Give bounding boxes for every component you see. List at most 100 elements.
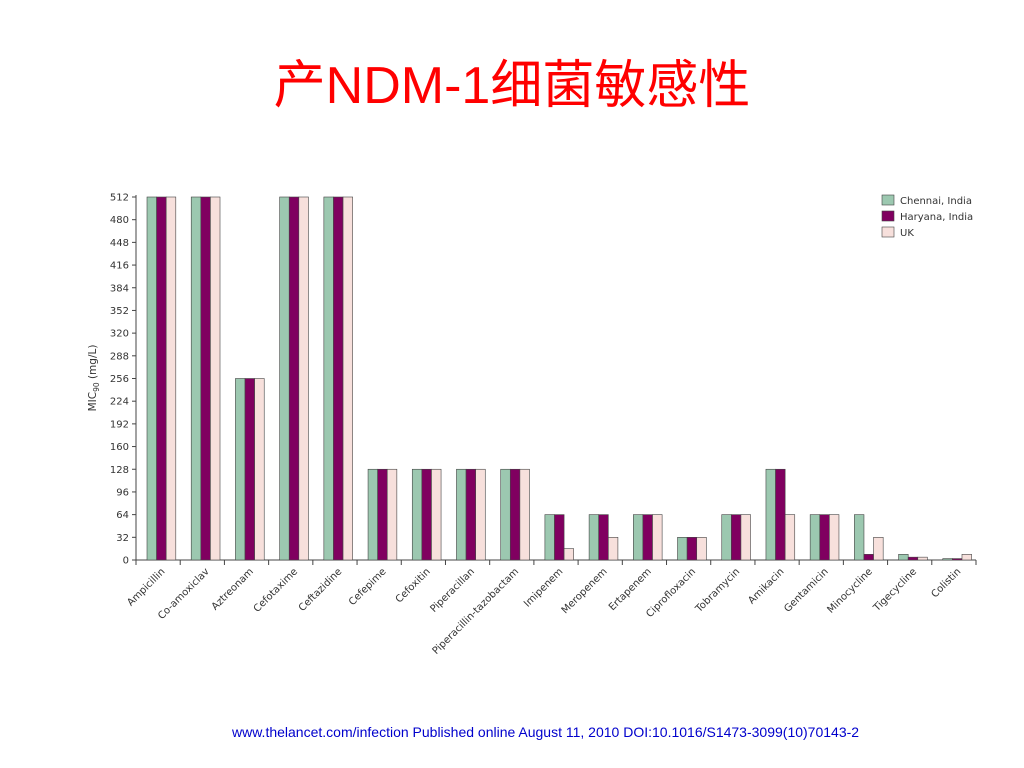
bar xyxy=(465,468,476,561)
category-label: Meropenem xyxy=(560,566,610,616)
category-label: Cefepime xyxy=(347,566,389,608)
category-label: Piperacillan xyxy=(428,566,477,615)
bar xyxy=(210,196,221,561)
legend-swatch xyxy=(881,194,895,206)
bar xyxy=(386,468,398,561)
category-label: Aztreonam xyxy=(210,566,256,612)
bar xyxy=(200,196,211,561)
category-label: Cefotaxime xyxy=(252,566,300,614)
bar xyxy=(775,468,786,561)
category-label: Minocycline xyxy=(826,566,875,615)
bar xyxy=(411,468,423,561)
bars xyxy=(146,196,972,561)
bar xyxy=(961,554,972,561)
bar xyxy=(235,378,246,561)
y-tick-label: 320 xyxy=(110,329,129,340)
y-tick-label: 64 xyxy=(116,510,129,521)
bar xyxy=(784,514,796,561)
bar xyxy=(731,514,742,561)
y-tick-label: 416 xyxy=(110,261,129,272)
category-label: Ertapenem xyxy=(607,566,654,613)
category-label: Tobramycin xyxy=(693,566,742,615)
y-tick-label: 192 xyxy=(110,419,129,430)
y-tick-label: 512 xyxy=(110,193,129,204)
bar-chart: 0 32 64 96 128 160 192 224 256 288 320 352 384 416 448… xyxy=(87,193,977,657)
bar xyxy=(146,196,157,561)
bar xyxy=(342,196,353,561)
bar xyxy=(721,514,732,561)
bar xyxy=(165,196,177,561)
bar xyxy=(740,514,751,561)
category-label: Imipenem xyxy=(522,566,565,609)
bar xyxy=(642,514,653,561)
bar xyxy=(942,558,953,561)
bar xyxy=(156,196,167,561)
bar xyxy=(554,514,565,561)
bar xyxy=(765,468,776,561)
bar xyxy=(509,468,521,561)
bar xyxy=(898,554,909,561)
legend-label: UK xyxy=(900,228,914,239)
bar xyxy=(323,196,334,561)
y-axis-title: MIC90 (mg/L) xyxy=(87,345,101,412)
y-tick-label: 448 xyxy=(110,238,129,249)
category-label: Ampicillin xyxy=(125,566,167,608)
bar xyxy=(190,196,202,561)
bar xyxy=(809,514,821,561)
bar xyxy=(608,537,619,561)
bar xyxy=(598,514,609,561)
y-tick-label: 384 xyxy=(110,283,129,294)
bar xyxy=(563,548,574,561)
bar xyxy=(519,468,530,561)
y-tick-label: 128 xyxy=(110,465,129,476)
slide-title: 产NDM-1细菌敏感性 xyxy=(273,57,751,115)
bar xyxy=(952,558,963,561)
legend-label: Haryana, India xyxy=(900,212,973,223)
y-tick-label: 352 xyxy=(110,306,129,317)
bar xyxy=(917,556,928,561)
bar xyxy=(244,378,255,561)
bar xyxy=(686,537,698,561)
bar xyxy=(367,468,378,561)
bar xyxy=(696,537,707,561)
legend-label: Chennai, India xyxy=(900,196,972,207)
bar xyxy=(633,514,644,561)
y-tick-label: 0 xyxy=(123,556,129,567)
category-label: Colistin xyxy=(929,566,963,600)
category-label: Piperacillin-tazobactam xyxy=(431,566,522,657)
bar xyxy=(873,537,884,561)
legend-swatch xyxy=(881,226,895,238)
bar xyxy=(333,196,344,561)
bar xyxy=(588,514,600,561)
y-tick-label: 288 xyxy=(110,351,129,362)
bar xyxy=(456,468,467,561)
y-tick-label: 224 xyxy=(110,397,129,408)
bar xyxy=(254,378,265,561)
bar xyxy=(677,537,688,561)
bar xyxy=(863,554,874,561)
bar xyxy=(854,514,865,561)
y-tick-label: 32 xyxy=(116,533,129,544)
legend-swatch xyxy=(881,210,895,222)
bar xyxy=(652,514,663,561)
x-axis: AmpicillinCo-amoxiclavAztreonamCefotaxim… xyxy=(125,560,977,657)
bar xyxy=(907,556,919,561)
category-label: Tigecycline xyxy=(871,566,919,614)
bar xyxy=(298,196,309,561)
category-label: Cefoxitin xyxy=(394,566,433,605)
bar xyxy=(819,514,830,561)
bar xyxy=(475,468,486,561)
y-tick-label: 256 xyxy=(110,374,129,385)
y-tick-label: 480 xyxy=(110,215,129,226)
source-citation: www.thelancet.com/infection Published on… xyxy=(232,724,860,740)
bar xyxy=(544,514,555,561)
bar xyxy=(288,196,300,561)
y-tick-label: 96 xyxy=(116,487,129,498)
bar xyxy=(279,196,290,561)
bar xyxy=(829,514,840,561)
category-label: Amikacin xyxy=(746,566,786,606)
bar xyxy=(377,468,388,561)
legend: Chennai, India Haryana, India UK xyxy=(881,194,973,239)
bar xyxy=(431,468,442,561)
y-tick-label: 160 xyxy=(110,442,129,453)
